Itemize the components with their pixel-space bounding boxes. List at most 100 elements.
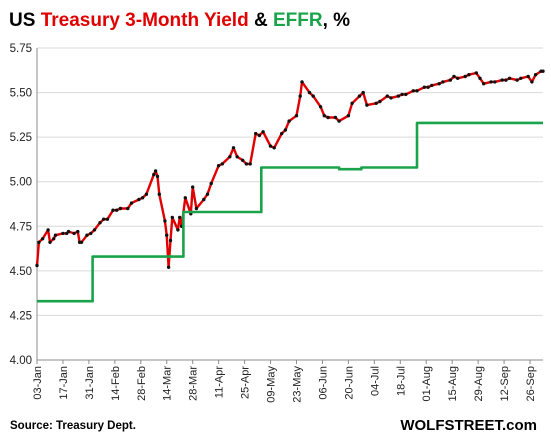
- title-part: , %: [323, 10, 351, 31]
- yield-point: [48, 240, 52, 244]
- yield-point: [248, 162, 252, 166]
- yield-point: [98, 221, 102, 225]
- yield-point: [111, 208, 115, 212]
- yield-point: [176, 228, 180, 232]
- yield-point: [79, 240, 84, 244]
- yield-point: [452, 74, 456, 79]
- yield-point: [519, 76, 523, 81]
- gridlines: [36, 47, 543, 361]
- yield-point: [155, 174, 160, 179]
- yield-point: [467, 73, 471, 77]
- yield-point: [482, 82, 486, 86]
- y-tick-label: 4.00: [10, 355, 32, 367]
- yield-point: [526, 74, 530, 79]
- yield-point: [118, 206, 123, 211]
- x-tick-label: 11-Apr: [214, 366, 226, 399]
- effr-line: [37, 121, 543, 303]
- yield-point: [298, 94, 302, 98]
- yield-point: [244, 162, 249, 166]
- series-layer: [35, 69, 545, 303]
- yield-point: [322, 114, 326, 118]
- y-tick-label: 5.25: [10, 132, 32, 144]
- yield-point: [205, 192, 210, 196]
- yield-point: [357, 94, 362, 98]
- title-part: US: [9, 10, 41, 31]
- yield-point: [261, 130, 265, 134]
- yield-point: [152, 172, 156, 177]
- yield-point: [411, 89, 415, 93]
- yield-point: [216, 164, 221, 168]
- yield-point: [422, 85, 427, 89]
- yield-point: [272, 146, 276, 150]
- yield-point: [163, 219, 167, 223]
- yield-point: [530, 80, 534, 84]
- yield-point: [400, 92, 404, 97]
- yield-point: [85, 233, 89, 237]
- x-tick-label: 04-Jul: [369, 366, 381, 396]
- yield-point: [361, 90, 365, 95]
- yield-point: [333, 115, 338, 120]
- yield-point: [287, 119, 291, 123]
- yield-point: [157, 192, 161, 196]
- yield-point: [37, 240, 41, 244]
- yield-point: [463, 74, 467, 79]
- x-tick-label: 03-Jan: [32, 366, 44, 400]
- x-tick-label: 17-Jan: [58, 366, 70, 400]
- yield-point: [166, 265, 171, 269]
- x-tick-label: 28-Feb: [136, 366, 148, 401]
- yield-point: [53, 233, 58, 237]
- yield-point: [396, 94, 401, 98]
- yield-point: [300, 80, 304, 84]
- yield-point: [183, 196, 187, 200]
- yield-point: [126, 206, 130, 211]
- x-tick-label: 15-Aug: [447, 366, 459, 401]
- x-tick-label: 29-Aug: [473, 366, 485, 401]
- yield-point: [326, 115, 330, 120]
- yield-point: [144, 192, 149, 196]
- yield-point: [170, 215, 174, 220]
- yield-point: [52, 237, 56, 241]
- yield-point: [504, 78, 508, 82]
- yield-point: [209, 181, 213, 186]
- yield-point: [115, 208, 119, 212]
- yield-point: [311, 94, 315, 98]
- yield-point: [129, 201, 134, 205]
- yield-point: [318, 105, 323, 109]
- yield-point: [346, 114, 351, 118]
- yield-point: [105, 217, 110, 221]
- x-tick-label: 18-Jul: [395, 366, 407, 396]
- yield-point: [493, 80, 497, 84]
- yield-point: [374, 101, 378, 106]
- yield-point: [257, 133, 262, 138]
- yield-point: [72, 231, 76, 236]
- yield-point: [168, 238, 173, 243]
- yield-point: [404, 92, 408, 97]
- yield-point: [153, 169, 158, 173]
- yield-point: [430, 83, 434, 88]
- yield-point: [89, 231, 93, 236]
- yield-point: [385, 94, 389, 98]
- yield-point: [140, 196, 145, 200]
- yield-point: [165, 233, 169, 237]
- yield-point: [61, 231, 65, 236]
- yield-point: [307, 90, 312, 95]
- yield-point: [365, 103, 369, 107]
- yield-point: [220, 162, 224, 166]
- x-tick-label: 28-Mar: [188, 366, 200, 401]
- title-part: Treasury 3-Month Yield: [41, 10, 249, 31]
- yield-point: [541, 69, 545, 73]
- yield-point: [137, 197, 141, 202]
- x-tick-label: 20-Jun: [343, 366, 355, 400]
- yield-point: [337, 119, 341, 123]
- x-tick-label: 01-Aug: [421, 366, 433, 401]
- yield-point: [515, 78, 519, 82]
- yield-point: [437, 82, 441, 86]
- yield-point: [280, 131, 284, 136]
- yield-point: [35, 263, 39, 268]
- yield-point: [235, 155, 239, 159]
- source-text: Source: Treasury Dept.: [10, 420, 136, 432]
- y-axis-ticks: 4.00 4.25 4.50 4.75 5.00 5.25 5.50 5.75: [10, 43, 32, 367]
- yield-point: [415, 89, 419, 93]
- yield-point: [448, 78, 452, 82]
